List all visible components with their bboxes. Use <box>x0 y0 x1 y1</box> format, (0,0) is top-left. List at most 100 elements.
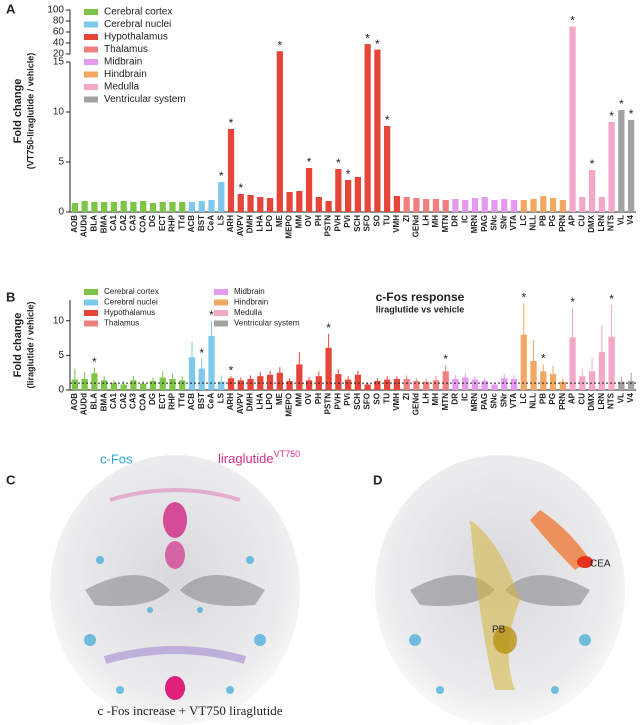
significance-mark: * <box>521 291 526 305</box>
x-tick-label: COA <box>138 215 147 233</box>
x-tick-label: PG <box>548 215 557 227</box>
bar <box>91 373 98 390</box>
legend-swatch <box>84 46 98 53</box>
y-tick-label: 0 <box>58 385 64 396</box>
bar <box>159 377 166 390</box>
x-tick-label: SNr <box>499 393 508 407</box>
x-tick-label: RHP <box>168 392 177 410</box>
bar <box>247 378 254 390</box>
x-tick-label: CA3 <box>129 214 138 231</box>
significance-mark: * <box>375 37 380 51</box>
bar <box>120 384 127 390</box>
legend-label: Hypothalamus <box>104 32 168 43</box>
x-tick-label: PB <box>538 215 547 226</box>
legend-label: Ventricular system <box>234 319 300 328</box>
x-tick-label: PSTN <box>324 215 333 237</box>
x-tick-label: CU <box>577 393 586 405</box>
bar <box>452 199 459 212</box>
bar <box>481 197 488 212</box>
bar <box>413 381 420 390</box>
y-tick-label: 10 <box>53 107 65 118</box>
legend-swatch <box>214 299 228 306</box>
significance-mark: * <box>92 355 97 369</box>
bar <box>364 44 371 212</box>
bar <box>530 360 537 390</box>
bar <box>208 336 215 390</box>
bar <box>491 200 498 212</box>
bar <box>305 380 313 390</box>
bar <box>296 191 303 212</box>
bar <box>325 201 332 212</box>
panel-letter: A <box>6 1 16 16</box>
chart-subtitle: liraglutide vs vehicle <box>376 304 465 314</box>
bar <box>335 374 342 390</box>
bar <box>91 202 98 212</box>
bar <box>198 201 205 212</box>
x-tick-label: ME <box>275 214 284 227</box>
x-tick-label: BST <box>197 393 206 409</box>
x-tick-label: NLL <box>529 393 538 409</box>
x-tick-label: VL <box>616 215 625 225</box>
x-tick-label: ZI <box>402 215 411 222</box>
legend-swatch <box>84 59 98 65</box>
bar <box>384 126 391 212</box>
x-tick-label: VL <box>616 393 625 403</box>
significance-mark: * <box>336 156 341 170</box>
y-tick-label: 5 <box>58 350 64 361</box>
x-tick-label: SNr <box>499 215 508 229</box>
legend-label: Cerebral cortex <box>104 7 172 18</box>
significance-mark: * <box>609 109 614 123</box>
bar <box>559 200 566 212</box>
x-tick-label: ARH <box>226 393 235 411</box>
bar <box>247 195 254 212</box>
bar <box>159 202 166 212</box>
significance-mark: * <box>609 292 614 306</box>
x-tick-label: V4 <box>626 392 635 402</box>
bar <box>276 51 283 212</box>
x-tick-label: NLL <box>529 215 538 231</box>
y-axis-label: (liraglutide / vehicle) <box>25 301 35 388</box>
bar <box>130 202 137 212</box>
x-tick-label: DG <box>148 393 157 405</box>
legend-swatch <box>84 21 98 28</box>
bar <box>218 381 225 390</box>
x-tick-label: PVH <box>333 393 342 410</box>
x-tick-label: TU <box>382 215 391 226</box>
x-tick-label: MRN <box>470 393 479 411</box>
bar <box>237 194 244 212</box>
bar <box>598 351 605 390</box>
legend-label: Hindbrain <box>234 298 268 307</box>
label: PB <box>492 625 506 636</box>
significance-mark: * <box>346 167 351 181</box>
x-tick-label: PAG <box>480 393 489 410</box>
significance-mark: * <box>385 113 390 127</box>
bar <box>198 368 205 390</box>
x-tick-label: LS <box>216 392 225 403</box>
label: liraglutide <box>218 451 274 466</box>
bar <box>286 381 293 390</box>
x-tick-label: PVH <box>333 215 342 232</box>
significance-mark: * <box>229 116 234 130</box>
bar <box>442 200 449 212</box>
bar <box>569 337 576 390</box>
legend-label: Hypothalamus <box>104 308 155 317</box>
y-tick-label: 20 <box>53 49 65 60</box>
bar <box>169 202 176 212</box>
x-tick-label: TU <box>382 393 391 404</box>
x-tick-label: SO <box>373 215 382 227</box>
bar <box>393 196 401 212</box>
label: liraglutideVT750 <box>218 449 300 466</box>
significance-mark: * <box>590 157 595 171</box>
x-tick-label: LPO <box>265 393 274 409</box>
y-axis-label: (VT750-liraglutide / vehicle) <box>25 53 35 170</box>
x-tick-label: AVPV <box>236 214 245 236</box>
x-tick-label: IC <box>460 215 469 223</box>
brain-image-c: C c-Fos liraglutideVT750 c -Fos increase… <box>6 449 300 725</box>
significance-mark: * <box>209 308 214 322</box>
x-tick-label: AUDd <box>80 215 89 237</box>
legend-swatch <box>84 9 98 15</box>
significance-mark: * <box>365 31 370 45</box>
bar <box>354 374 362 390</box>
bar <box>305 168 313 212</box>
